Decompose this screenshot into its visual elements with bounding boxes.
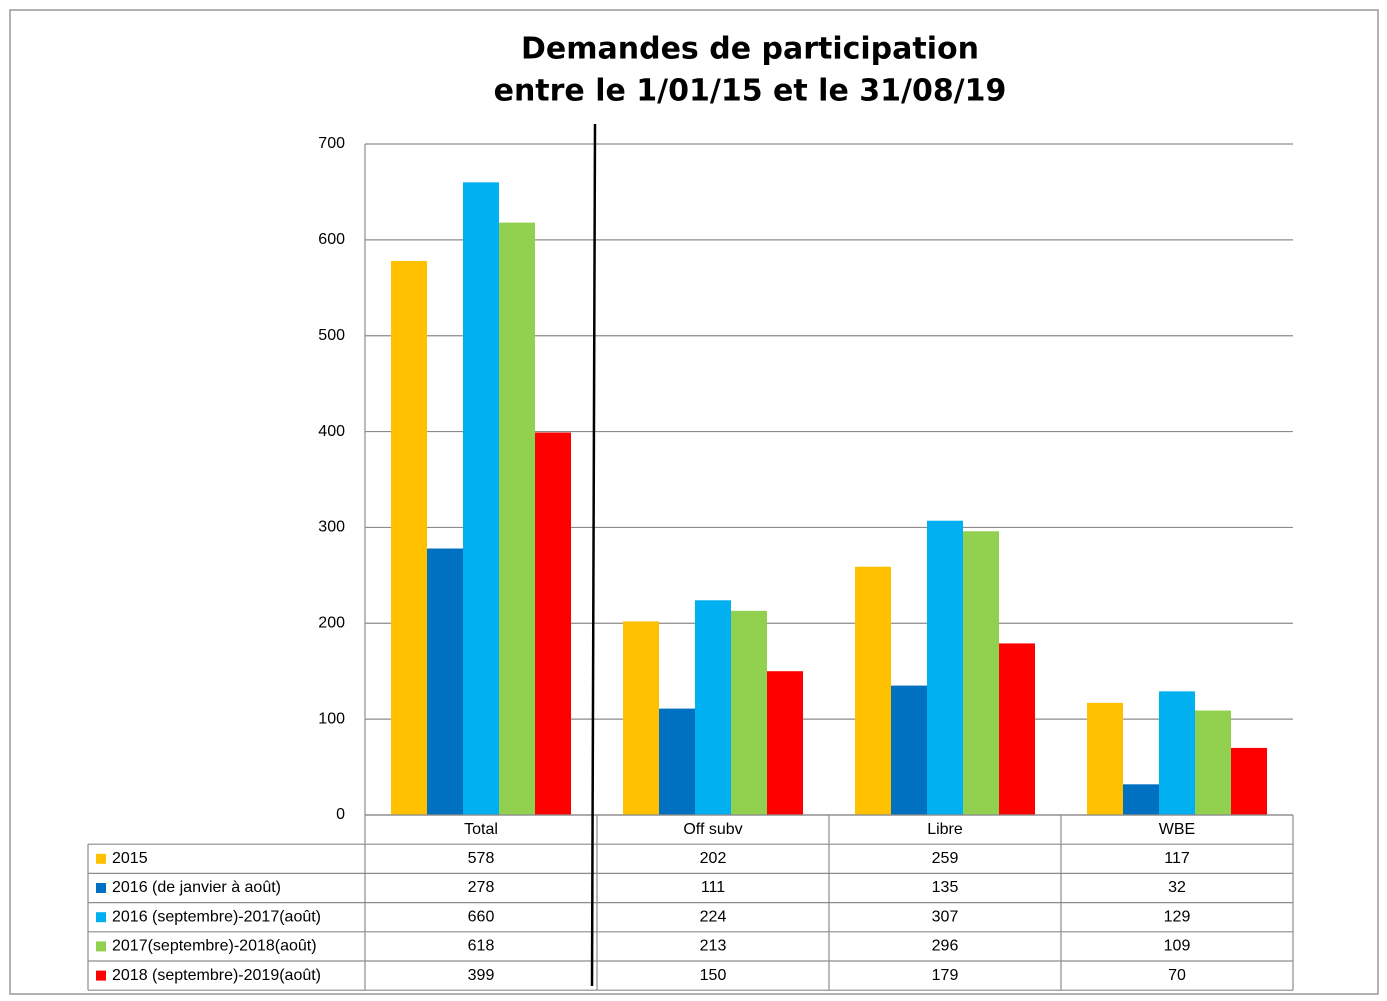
bar	[1159, 691, 1195, 815]
legend-swatch	[96, 853, 106, 864]
table-value: 259	[932, 850, 959, 867]
table-value: 179	[932, 967, 959, 984]
bar	[1123, 784, 1159, 815]
bar	[499, 222, 535, 816]
y-tick-label: 100	[318, 710, 345, 727]
bar	[767, 671, 803, 815]
y-tick-label: 400	[318, 423, 345, 440]
y-tick-label: 700	[318, 135, 345, 152]
table-value: 32	[1168, 879, 1186, 896]
bar	[535, 432, 571, 815]
legend-swatch	[96, 883, 106, 893]
x-tick-label: Off subv	[683, 821, 742, 838]
legend-label: 2015	[112, 850, 148, 867]
x-tick-label: WBE	[1159, 821, 1195, 838]
chart-title: entre le 1/01/15 et le 31/08/19	[494, 74, 1007, 109]
legend-label: 2017(septembre)-2018(août)	[112, 938, 317, 955]
bar	[427, 548, 463, 815]
bar	[1195, 710, 1231, 815]
table-value: 278	[468, 879, 495, 896]
bar	[927, 520, 963, 815]
y-tick-label: 0	[336, 806, 345, 823]
y-tick-label: 600	[318, 231, 345, 248]
bar	[1231, 747, 1267, 815]
bar	[999, 643, 1035, 815]
y-tick-label: 500	[318, 327, 345, 344]
table-value: 224	[700, 908, 727, 925]
table-value: 109	[1164, 938, 1191, 955]
bar	[1087, 702, 1123, 815]
table-value: 307	[932, 908, 959, 925]
bar	[659, 708, 695, 815]
bar	[963, 531, 999, 815]
legend-swatch	[96, 970, 106, 981]
separator-line	[590, 123, 597, 987]
chart-border	[9, 9, 1379, 995]
table-value: 129	[1164, 908, 1191, 925]
legend-label: 2016 (de janvier à août)	[112, 879, 281, 896]
table-value: 660	[468, 908, 495, 925]
table-value: 111	[701, 879, 725, 896]
legend-swatch	[96, 912, 106, 923]
table-value: 150	[700, 967, 727, 984]
legend-label: 2016 (septembre)-2017(août)	[112, 908, 321, 925]
legend-label: 2018 (septembre)-2019(août)	[112, 967, 321, 984]
bar	[463, 182, 499, 816]
bar	[855, 566, 891, 815]
table-value: 213	[700, 938, 727, 955]
bar	[695, 600, 731, 815]
chart-title: Demandes de participation	[521, 32, 979, 67]
bar	[623, 621, 659, 815]
table-value: 578	[468, 850, 495, 867]
table-value: 135	[932, 879, 959, 896]
legend-swatch	[96, 941, 106, 952]
table-value: 296	[932, 938, 959, 955]
bar	[891, 685, 927, 815]
table-value: 618	[468, 938, 495, 955]
x-tick-label: Total	[464, 821, 498, 838]
table-value: 117	[1164, 850, 1190, 867]
bar	[391, 260, 427, 816]
y-tick-label: 300	[318, 519, 345, 536]
x-tick-label: Libre	[927, 821, 963, 838]
table-value: 70	[1168, 967, 1186, 984]
y-tick-label: 200	[318, 615, 345, 632]
table-value: 202	[700, 850, 727, 867]
bar	[731, 610, 767, 815]
table-value: 399	[468, 967, 495, 984]
